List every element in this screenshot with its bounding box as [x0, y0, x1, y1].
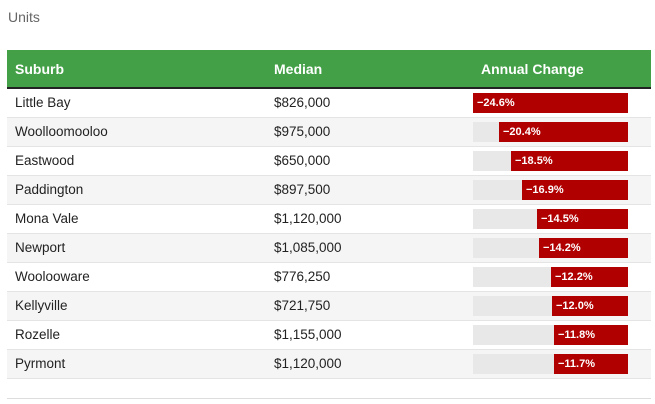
median-cell: $776,250: [274, 269, 331, 284]
change-bar-track: −14.5%: [473, 208, 628, 229]
suburb-cell: Rozelle: [15, 327, 61, 342]
annual-change-cell: −20.4%: [473, 117, 651, 146]
annual-change-cell: −11.8%: [473, 320, 651, 349]
table-header-row: Suburb Median Annual Change: [7, 50, 651, 89]
suburb-cell: Mona Vale: [15, 211, 79, 226]
suburb-cell: Eastwood: [15, 153, 75, 168]
annual-change-cell: −11.7%: [473, 349, 651, 378]
table-row: Eastwood $650,000 −18.5%: [7, 146, 651, 175]
table-row: Mona Vale $1,120,000 −14.5%: [7, 204, 651, 233]
annual-change-cell: −12.0%: [473, 291, 651, 320]
change-bar-track: −12.0%: [473, 295, 628, 316]
median-cell: $826,000: [274, 95, 331, 111]
change-bar-track: −18.5%: [473, 150, 628, 171]
suburb-cell: Woolloomooloo: [15, 124, 108, 139]
median-cell: $1,120,000: [274, 356, 342, 371]
median-cell: $975,000: [274, 124, 331, 139]
table-row: Kellyville $721,750 −12.0%: [7, 291, 651, 320]
median-cell: $897,500: [274, 182, 331, 197]
annual-change-cell: −24.6%: [473, 88, 651, 117]
change-bar: [473, 92, 628, 113]
change-bar-label: −14.5%: [541, 212, 579, 225]
median-cell: $1,155,000: [274, 327, 342, 342]
change-bar-label: −18.5%: [515, 154, 553, 167]
column-header-median[interactable]: Median: [266, 50, 473, 89]
table-row: Rozelle $1,155,000 −11.8%: [7, 320, 651, 349]
change-bar-track: −11.7%: [473, 353, 628, 374]
annual-change-cell: −16.9%: [473, 175, 651, 204]
change-bar-label: −16.9%: [526, 183, 564, 196]
change-bar: [554, 324, 628, 345]
median-cell: $721,750: [274, 298, 331, 313]
change-bar-track: −24.6%: [473, 92, 628, 113]
change-bar: [511, 150, 628, 171]
table-row: Pyrmont $1,120,000 −11.7%: [7, 349, 651, 378]
table-body: Little Bay $826,000 −24.6% Woolloomooloo $97…: [7, 88, 651, 378]
annual-change-cell: −12.2%: [473, 262, 651, 291]
column-header-suburb[interactable]: Suburb: [7, 50, 266, 89]
suburb-cell: Newport: [15, 240, 66, 255]
change-bar-track: −14.2%: [473, 237, 628, 258]
bottom-divider: [7, 398, 651, 399]
table-row: Newport $1,085,000 −14.2%: [7, 233, 651, 262]
change-bar-label: −14.2%: [543, 241, 581, 254]
change-bar: [539, 237, 628, 258]
change-bar-label: −11.8%: [558, 328, 596, 341]
median-cell: $650,000: [274, 153, 331, 168]
change-bar-track: −16.9%: [473, 179, 628, 200]
suburb-cell: Paddington: [15, 182, 84, 197]
table-row: Woolloomooloo $975,000 −20.4%: [7, 117, 651, 146]
suburb-cell: Woolooware: [15, 269, 90, 284]
table-row: Woolooware $776,250 −12.2%: [7, 262, 651, 291]
change-bar: [522, 179, 628, 200]
change-bar: [537, 208, 628, 229]
suburb-table: Suburb Median Annual Change Little Bay $8…: [7, 50, 651, 379]
section-label: Units: [8, 9, 40, 25]
change-bar-label: −11.7%: [558, 357, 596, 370]
column-header-annual-change[interactable]: Annual Change: [473, 50, 651, 89]
suburb-cell: Little Bay: [15, 95, 71, 111]
change-bar-label: −20.4%: [503, 125, 541, 138]
suburb-cell: Kellyville: [15, 298, 68, 313]
annual-change-cell: −14.5%: [473, 204, 651, 233]
change-bar-label: −12.2%: [555, 270, 593, 283]
table-row: Little Bay $826,000 −24.6%: [7, 88, 651, 117]
change-bar-track: −12.2%: [473, 266, 628, 287]
change-bar-label: −24.6%: [477, 96, 515, 109]
change-bar-track: −20.4%: [473, 121, 628, 142]
median-cell: $1,120,000: [274, 211, 342, 226]
change-bar: [551, 266, 628, 287]
change-bar: [554, 353, 628, 374]
annual-change-cell: −18.5%: [473, 146, 651, 175]
change-bar-track: −11.8%: [473, 324, 628, 345]
table-row: Paddington $897,500 −16.9%: [7, 175, 651, 204]
change-bar-label: −12.0%: [556, 299, 594, 312]
median-cell: $1,085,000: [274, 240, 342, 255]
change-bar: [499, 121, 628, 142]
change-bar: [552, 295, 628, 316]
annual-change-cell: −14.2%: [473, 233, 651, 262]
suburb-cell: Pyrmont: [15, 356, 66, 371]
